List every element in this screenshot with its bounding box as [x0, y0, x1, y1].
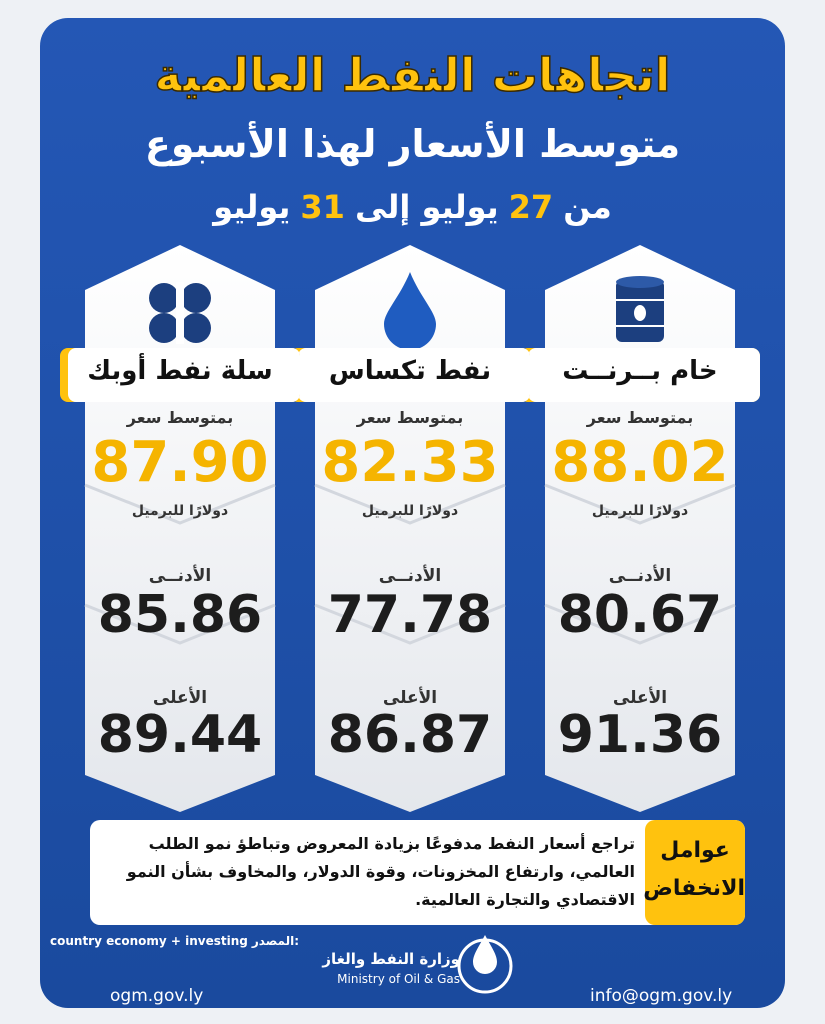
date-part: يوليو إلى: [354, 188, 499, 226]
high-label: الأعلى: [612, 688, 668, 708]
factors-box: [90, 820, 745, 925]
logo: [473, 935, 497, 974]
date-part: يوليو: [213, 188, 291, 226]
email: info@ogm.gov.ly: [590, 986, 733, 1006]
high-value: 86.87: [327, 705, 493, 765]
name-banner: [528, 348, 760, 402]
unit: دولارًا للبرميل: [361, 503, 459, 519]
icon: [634, 305, 646, 321]
date-part: 31: [300, 188, 345, 226]
unit: دولارًا للبرميل: [591, 503, 689, 519]
avg-value: 82.33: [321, 430, 499, 495]
icon: [181, 313, 211, 343]
card-name: خام بــرنــت: [562, 356, 718, 386]
card-divider: [544, 603, 736, 645]
avg-value: 87.90: [91, 430, 269, 495]
high-value: 91.36: [557, 705, 723, 765]
unit: دولارًا للبرميل: [131, 503, 229, 519]
source: country economy + investing المصدر:: [50, 934, 303, 948]
low-label: الأدنــى: [378, 566, 442, 586]
icon: [181, 283, 211, 313]
ministry-en: Ministry of Oil & Gas: [337, 972, 460, 986]
date-part: 27: [508, 188, 554, 226]
card-divider: [314, 603, 506, 645]
high-label: الأعلى: [382, 688, 438, 708]
icon: [384, 272, 436, 350]
date-range: من27يوليو إلى31يوليو: [0, 188, 825, 226]
avg-value: 88.02: [551, 430, 729, 495]
title: اتجاهات النفط العالمية: [154, 47, 672, 103]
name-banner: [298, 348, 530, 402]
ministry-ar: وزارة النفط والغاز: [322, 950, 460, 968]
icon: [616, 276, 664, 288]
date-part: من: [563, 188, 612, 226]
subtitle: متوسط الأسعار لهذا الأسبوع: [144, 122, 681, 166]
card-divider: [544, 483, 736, 525]
website: ogm.gov.ly: [110, 986, 204, 1006]
high-label: الأعلى: [152, 688, 208, 708]
card-divider: [84, 483, 276, 525]
card-name: سلة نفط أوبك: [87, 356, 273, 386]
icon: [176, 282, 184, 344]
source: country economy + investing: [50, 934, 248, 948]
avg-label: بمتوسط سعر: [126, 408, 234, 427]
source-label: المصدر:: [251, 934, 299, 948]
icon: [149, 283, 179, 313]
low-value: 77.78: [327, 585, 493, 645]
avg-label: بمتوسط سعر: [356, 408, 464, 427]
card-divider: [84, 603, 276, 645]
factors-text: تراجع أسعار النفط مدفوعًا بزيادة المعروض…: [126, 834, 635, 909]
avg-label: بمتوسط سعر: [586, 408, 694, 427]
card-divider: [314, 483, 506, 525]
icon: [149, 313, 179, 343]
factors-label: عوامل الانخفاض: [643, 838, 745, 901]
low-label: الأدنــى: [148, 566, 212, 586]
low-value: 80.67: [557, 585, 723, 645]
low-label: الأدنــى: [608, 566, 672, 586]
card-name: نفط تكساس: [328, 356, 492, 386]
high-value: 89.44: [97, 705, 263, 765]
factors-label-bg: [645, 820, 745, 925]
low-value: 85.86: [97, 585, 263, 645]
name-banner: [68, 348, 300, 402]
